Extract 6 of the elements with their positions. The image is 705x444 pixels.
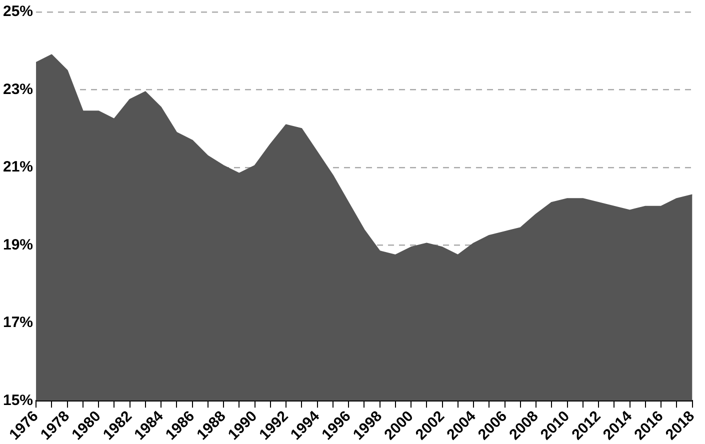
- y-tick-label: 23%: [2, 80, 34, 98]
- y-tick-label: 21%: [2, 158, 34, 176]
- y-tick-label: 19%: [2, 236, 34, 254]
- y-tick-label: 15%: [2, 392, 34, 409]
- y-tick-label: 17%: [2, 314, 34, 332]
- y-tick-label: 25%: [2, 3, 34, 20]
